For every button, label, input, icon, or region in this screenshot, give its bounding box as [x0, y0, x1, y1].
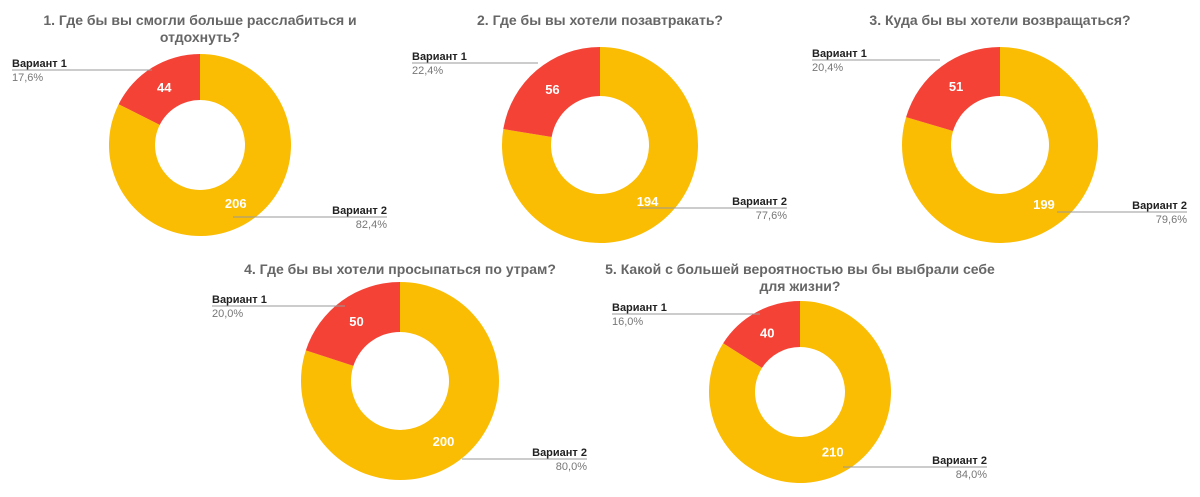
slice-value-variant-2: 200 [433, 434, 455, 449]
legend-percent-variant-1: 22,4% [412, 65, 443, 77]
slice-variant-2 [902, 47, 1098, 244]
legend-percent-variant-1: 16,0% [612, 316, 643, 328]
chart-title: 2. Где бы вы хотели позавтракать? [477, 12, 723, 28]
chart-4: 4. Где бы вы хотели просыпаться по утрам… [212, 261, 587, 480]
legend-label-variant-1: Вариант 1 [612, 302, 667, 314]
slice-value-variant-1: 56 [545, 82, 559, 97]
legend-percent-variant-1: 20,4% [812, 62, 843, 74]
slice-variant-2 [502, 47, 698, 243]
chart-title: 5. Какой с большей вероятностью вы бы вы… [605, 261, 995, 277]
slice-variant-1 [305, 282, 400, 366]
chart-5: 5. Какой с большей вероятностью вы бы вы… [605, 261, 995, 484]
chart-2: 2. Где бы вы хотели позавтракать? 56 194 Ва… [412, 12, 787, 243]
slice-variant-2 [109, 54, 292, 236]
legend-percent-variant-2: 84,0% [956, 469, 987, 481]
legend-percent-variant-2: 79,6% [1156, 214, 1187, 226]
slice-variant-2 [301, 282, 499, 480]
legend-label-variant-1: Вариант 1 [212, 294, 267, 306]
legend-percent-variant-2: 82,4% [356, 219, 387, 231]
legend-label-variant-2: Вариант 2 [1132, 200, 1187, 212]
legend-label-variant-2: Вариант 2 [932, 455, 987, 467]
legend-label-variant-1: Вариант 1 [812, 48, 867, 60]
slice-value-variant-2: 210 [822, 445, 844, 460]
legend-percent-variant-2: 80,0% [556, 461, 587, 473]
slice-value-variant-2: 194 [637, 194, 659, 209]
chart-title: 4. Где бы вы хотели просыпаться по утрам… [244, 261, 556, 277]
slice-variant-1 [503, 47, 600, 138]
chart-1: 1. Где бы вы смогли больше расслабиться … [12, 12, 387, 236]
chart-title: отдохнуть? [160, 29, 240, 45]
chart-title: 1. Где бы вы смогли больше расслабиться … [43, 12, 356, 28]
slice-variant-1 [118, 54, 200, 125]
chart-title: для жизни? [760, 278, 841, 294]
slice-variant-1 [723, 301, 800, 368]
chart-3: 3. Куда бы вы хотели возвращаться? 51 199 В… [812, 12, 1187, 244]
legend-percent-variant-1: 17,6% [12, 72, 43, 84]
legend-percent-variant-1: 20,0% [212, 308, 243, 320]
slice-variant-2 [709, 301, 892, 484]
legend-label-variant-2: Вариант 2 [732, 196, 787, 208]
slice-value-variant-2: 206 [225, 196, 247, 211]
slice-value-variant-1: 44 [157, 80, 172, 95]
slice-value-variant-1: 51 [949, 79, 963, 94]
slice-variant-1 [906, 47, 1000, 132]
slice-value-variant-1: 50 [349, 314, 363, 329]
slice-value-variant-1: 40 [760, 325, 774, 340]
legend-percent-variant-2: 77,6% [756, 210, 787, 222]
legend-label-variant-1: Вариант 1 [412, 51, 467, 63]
legend-label-variant-2: Вариант 2 [532, 447, 587, 459]
legend-label-variant-1: Вариант 1 [12, 58, 67, 70]
chart-title: 3. Куда бы вы хотели возвращаться? [869, 12, 1130, 28]
slice-value-variant-2: 199 [1033, 197, 1055, 212]
legend-label-variant-2: Вариант 2 [332, 205, 387, 217]
